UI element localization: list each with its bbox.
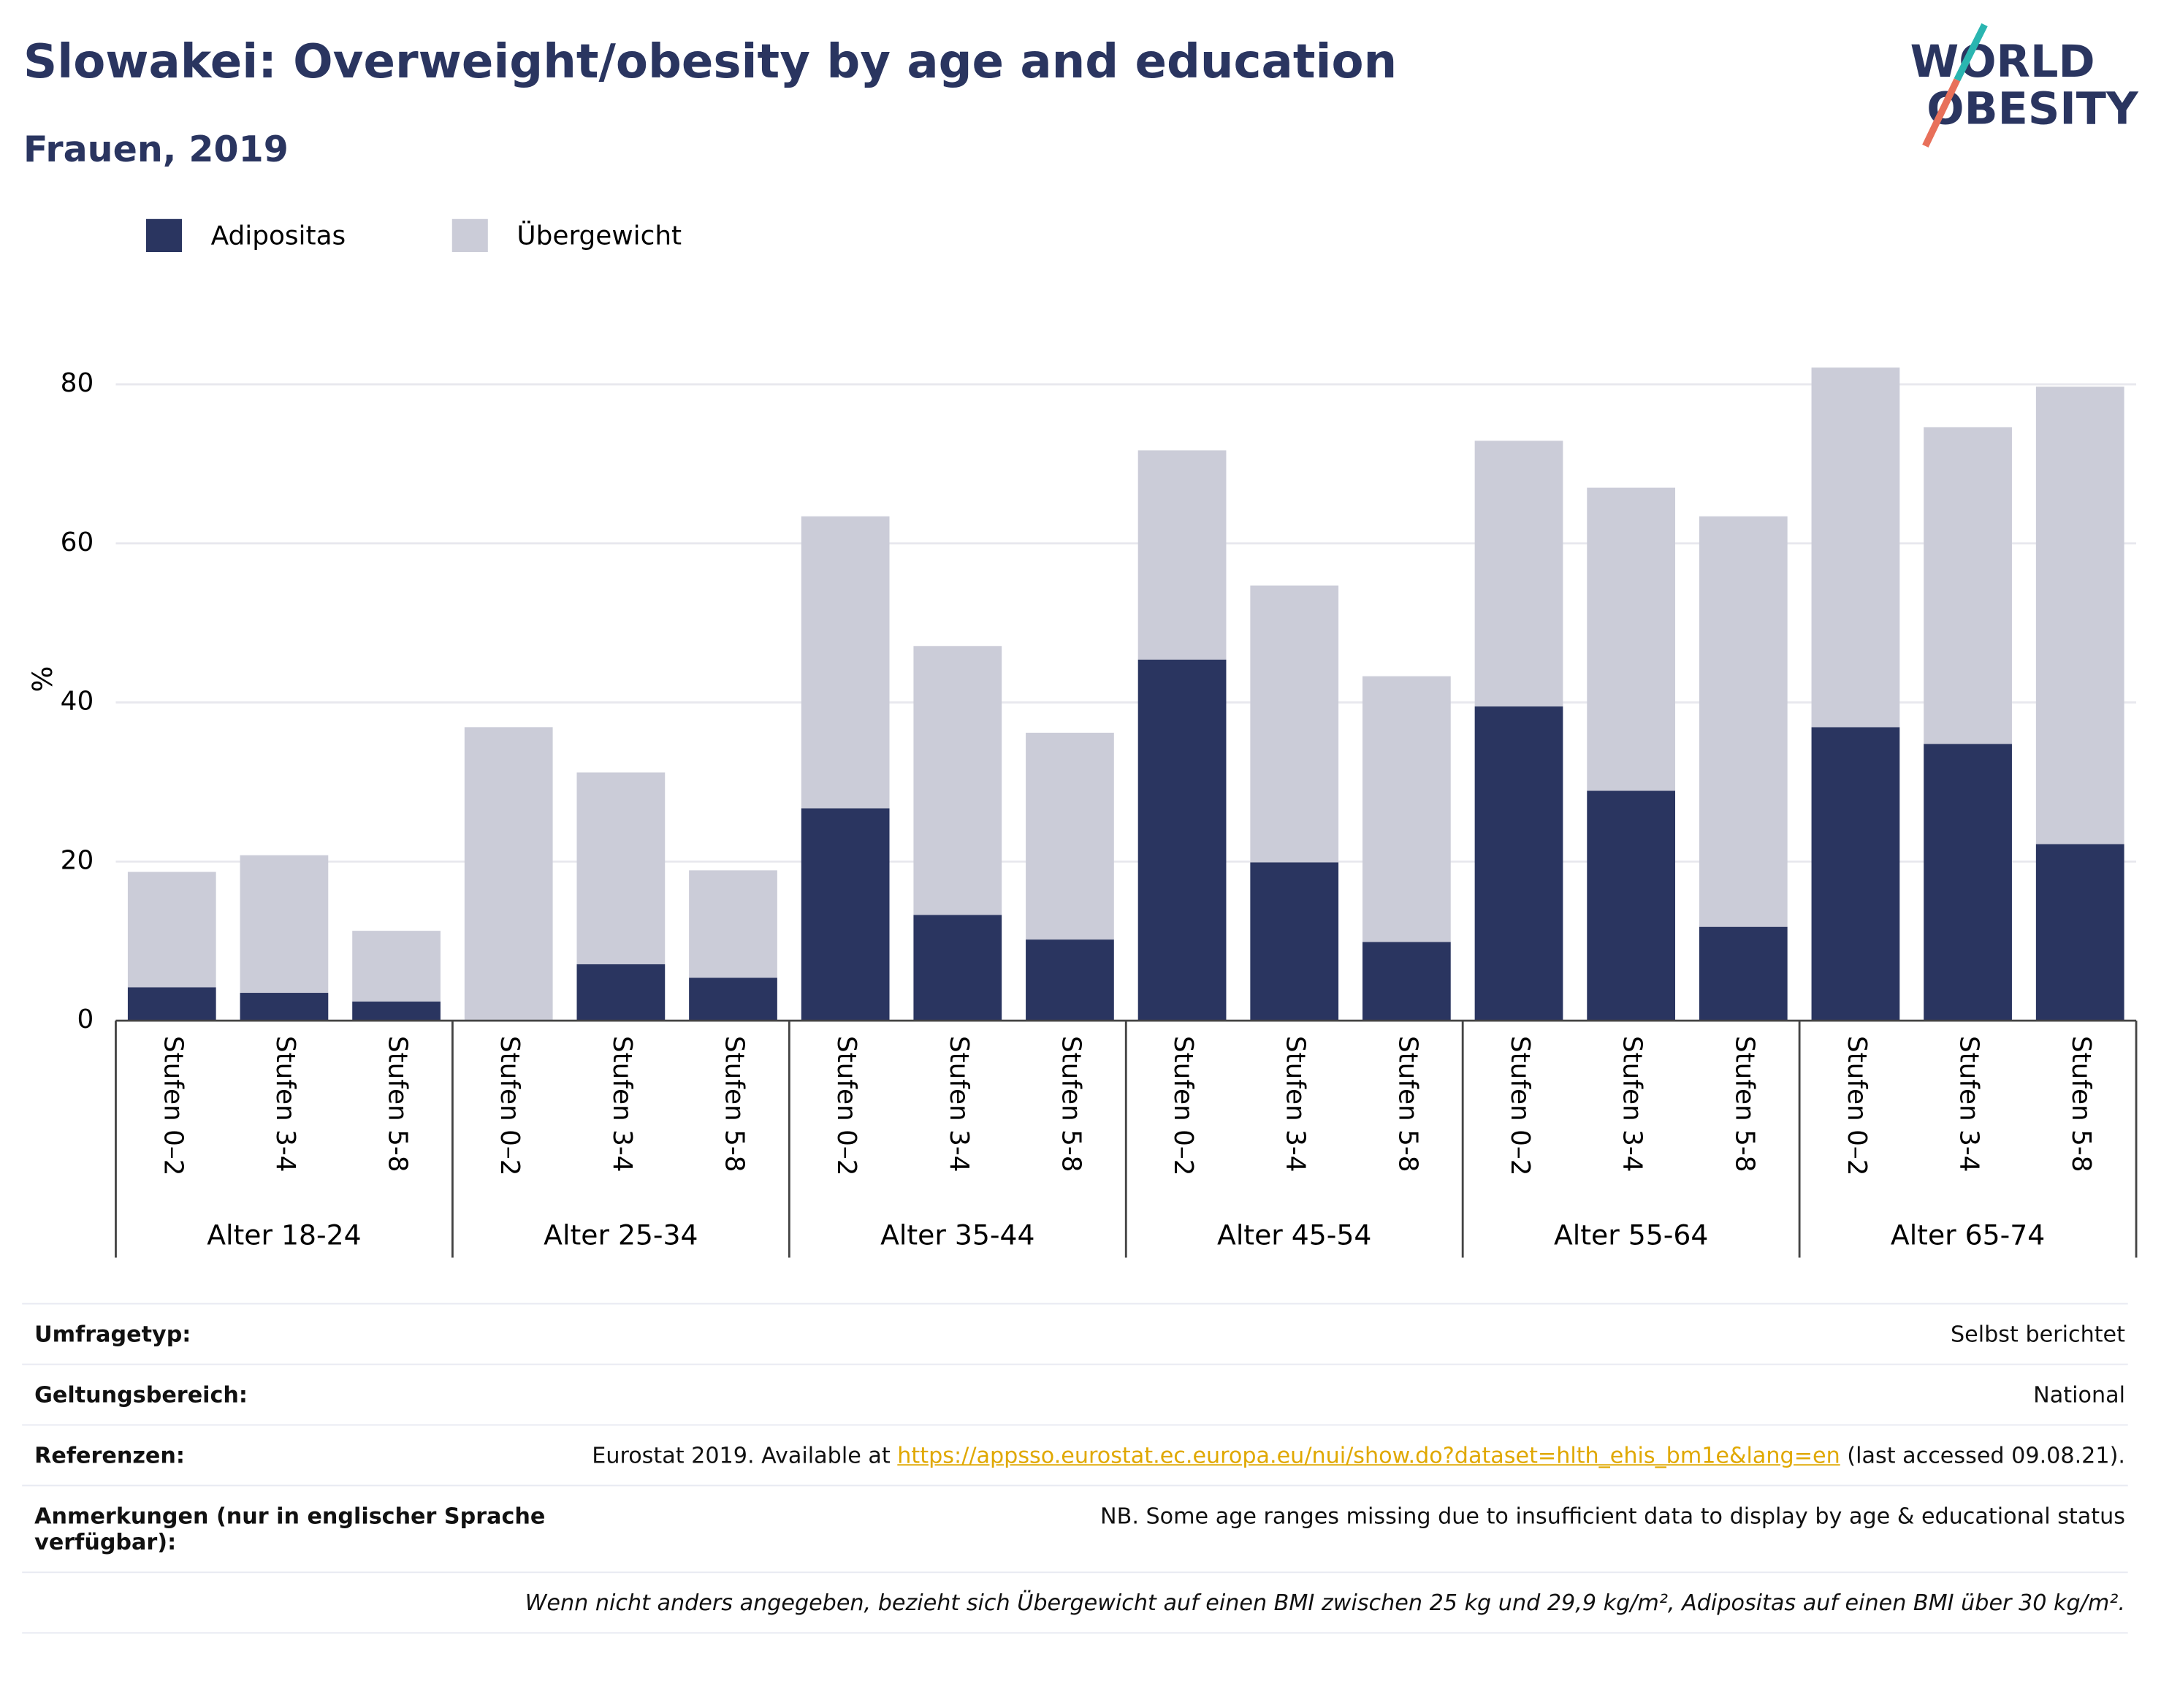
chart: Slowakei: Overweight/obesity by age and … (23, 23, 2139, 1258)
logo-line1: WORLD (1910, 37, 2095, 88)
bar-segment (1587, 487, 1676, 791)
bar-segment (1699, 516, 1788, 927)
bar-segment (1811, 367, 1900, 728)
x-tick-label: Stufen 0–2 (495, 1036, 525, 1176)
footnote: Wenn nicht anders angegeben, bezieht sic… (22, 1571, 2128, 1634)
x-tick-label: Stufen 5-8 (1392, 1036, 1422, 1173)
bar-segment (240, 855, 329, 994)
y-tick-label: 40 (61, 687, 94, 717)
bar-segment (576, 772, 666, 964)
bar-segment (1026, 732, 1114, 940)
x-tick-label: Stufen 0–2 (1505, 1036, 1535, 1176)
info-text: National (2033, 1381, 2125, 1408)
bar-segment (1362, 942, 1451, 1021)
bar-segment (1811, 727, 1900, 1021)
info-value: NB. Some age ranges missing due to insuf… (558, 1503, 2125, 1555)
bar-segment (913, 915, 1002, 1021)
bar-segment (1474, 441, 1563, 707)
bar-segment (1474, 706, 1563, 1021)
x-tick-label: Stufen 0–2 (1168, 1036, 1198, 1176)
x-tick-label: Stufen 5-8 (719, 1036, 749, 1173)
y-tick-label: 0 (77, 1004, 94, 1034)
bar-segment (1362, 676, 1451, 942)
info-label: Umfragetyp: (34, 1321, 191, 1347)
info-row: Umfragetyp: Selbst berichtet (22, 1303, 2128, 1364)
info-row: Geltungsbereich: National (22, 1363, 2128, 1425)
group-label: Alter 65-74 (1891, 1219, 2045, 1251)
bar-segment (240, 993, 329, 1021)
y-tick-label: 80 (61, 368, 94, 398)
bar-segment (127, 872, 216, 988)
info-text: Selbst berichtet (1951, 1321, 2125, 1347)
bar-segment (2035, 844, 2124, 1021)
logo-slash-top (1954, 23, 1988, 82)
bar-segment (801, 516, 890, 809)
info-text: Eurostat 2019. Available at (592, 1442, 898, 1468)
bar-segment (801, 808, 890, 1021)
bar-segment (913, 646, 1002, 915)
info-row: Anmerkungen (nur in englischer Sprache v… (22, 1484, 2128, 1572)
bar-segment (576, 964, 666, 1021)
x-tick-label: Stufen 3-4 (1617, 1036, 1647, 1173)
x-tick-label: Stufen 3-4 (1281, 1036, 1311, 1173)
legend-label: Übergewicht (517, 220, 682, 251)
x-tick-label: Stufen 3-4 (944, 1036, 974, 1173)
bar-segment (1699, 926, 1788, 1021)
x-tick-label: Stufen 0–2 (831, 1036, 861, 1176)
info-value: Selbst berichtet (558, 1321, 2125, 1347)
x-tick-label: Stufen 5-8 (1729, 1036, 1759, 1173)
bar-segment (1026, 939, 1114, 1021)
bar-segment (127, 987, 216, 1021)
info-label: Anmerkungen (nur in englischer Sprache v… (34, 1503, 546, 1555)
x-tick-label: Stufen 3-4 (607, 1036, 637, 1173)
bar-segment (352, 1002, 441, 1021)
x-tick-label: Stufen 5-8 (1056, 1036, 1086, 1173)
bar-segment (464, 727, 553, 1021)
info-value: Eurostat 2019. Available at https://apps… (558, 1442, 2125, 1468)
bar-segment (1924, 744, 2012, 1021)
legend-swatch (145, 218, 183, 253)
bar-segment (1250, 862, 1339, 1021)
bar-segment (1137, 659, 1227, 1021)
info-label: Referenzen: (34, 1442, 185, 1468)
bar-segment (1137, 450, 1227, 660)
group-label: Alter 55-64 (1554, 1219, 1708, 1251)
legend-label: Adipositas (211, 221, 346, 251)
info-text: NB. Some age ranges missing due to insuf… (1100, 1503, 2125, 1529)
bar-segment (2035, 386, 2124, 845)
reference-link[interactable]: https://appsso.eurostat.ec.europa.eu/nui… (897, 1442, 1840, 1468)
bar-segment (1587, 790, 1676, 1021)
x-tick-label: Stufen 5-8 (2066, 1036, 2096, 1173)
info-text: (last accessed 09.08.21). (1840, 1442, 2125, 1468)
chart-subtitle: Frauen, 2019 (23, 128, 289, 170)
x-tick-label: Stufen 0–2 (158, 1036, 188, 1176)
group-label: Alter 18-24 (207, 1219, 361, 1251)
chart-title: Slowakei: Overweight/obesity by age and … (23, 34, 1397, 89)
bar-segment (689, 977, 777, 1021)
y-tick-label: 20 (61, 845, 94, 875)
y-axis-label: % (26, 666, 58, 693)
x-tick-label: Stufen 0–2 (1842, 1036, 1872, 1176)
logo-line2: OBESITY (1926, 83, 2139, 134)
group-label: Alter 45-54 (1217, 1219, 1371, 1251)
x-tick-label: Stufen 3-4 (270, 1036, 300, 1173)
info-value: National (558, 1381, 2125, 1408)
logo-slash-bottom (1922, 78, 1961, 148)
bar-segment (689, 870, 777, 978)
bar-segment (1924, 427, 2012, 744)
legend-swatch (451, 218, 488, 253)
x-tick-label: Stufen 3-4 (1954, 1036, 1984, 1173)
y-tick-label: 60 (61, 527, 94, 557)
info-row: Referenzen: Eurostat 2019. Available at h… (22, 1424, 2128, 1485)
info-label: Geltungsbereich: (34, 1381, 248, 1408)
group-label: Alter 35-44 (880, 1219, 1034, 1251)
group-label: Alter 25-34 (544, 1219, 698, 1251)
x-tick-label: Stufen 5-8 (383, 1036, 413, 1173)
bar-segment (352, 931, 441, 1002)
info-table: Umfragetyp: Selbst berichtet Geltungsberei… (22, 1303, 2128, 1634)
bar-segment (1250, 585, 1339, 863)
